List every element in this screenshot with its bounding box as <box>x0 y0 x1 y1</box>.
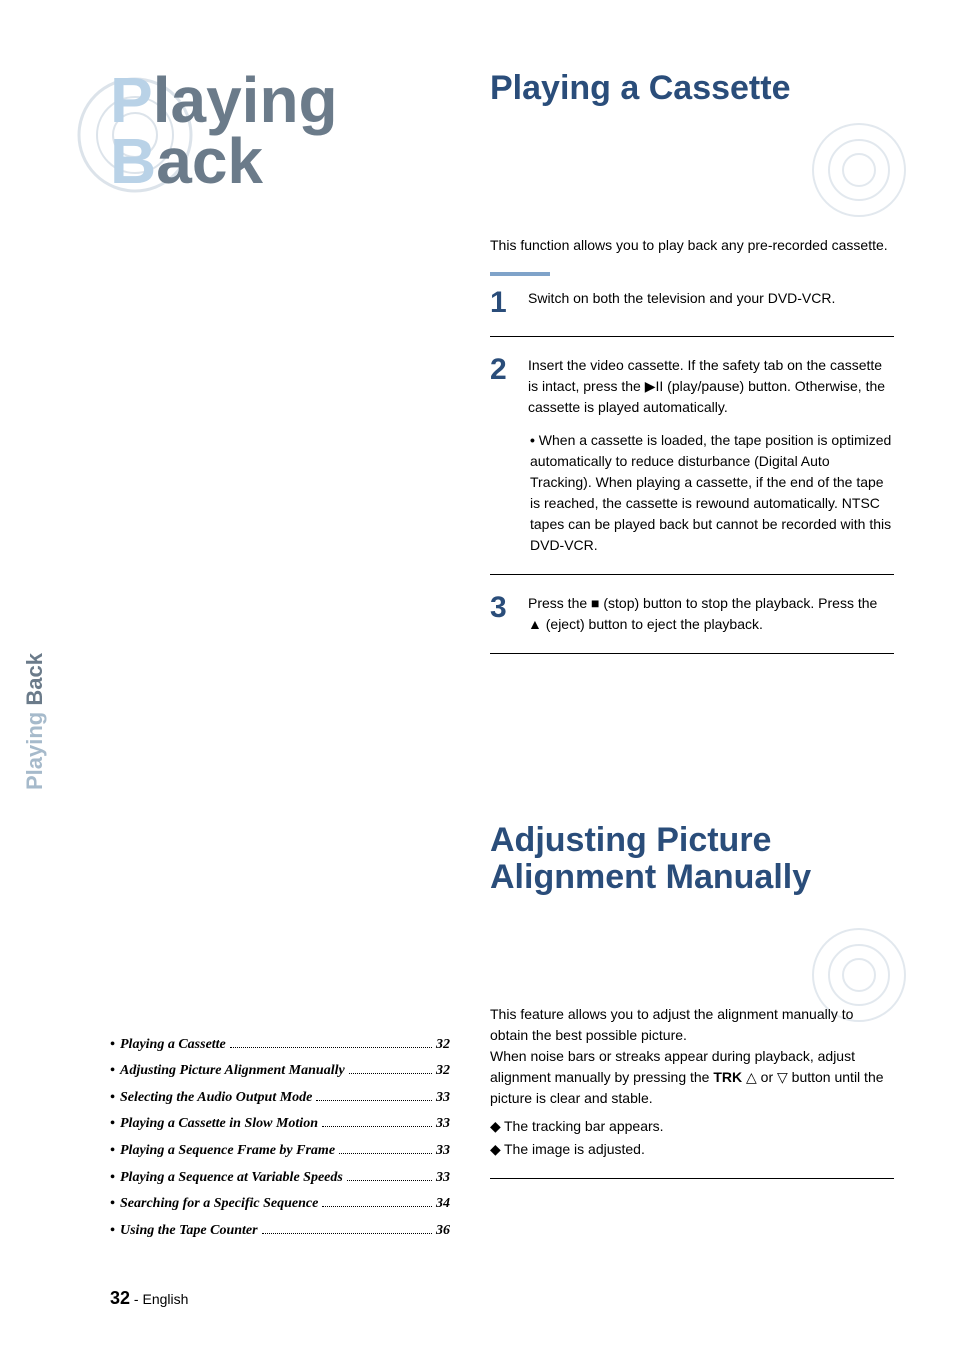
section1-title: Playing a Cassette <box>490 70 894 107</box>
step-num: 2 <box>490 355 516 556</box>
chapter-line2-rest: ack <box>156 125 263 197</box>
toc-bullet: • <box>110 1218 120 1245</box>
bullet-item: ◆The tracking bar appears. <box>490 1115 894 1137</box>
chapter-line2-first: B <box>110 125 156 197</box>
section2-title: Adjusting Picture Alignment Manually <box>490 822 894 897</box>
toc-dots <box>322 1126 432 1127</box>
toc-bullet: • <box>110 1111 120 1138</box>
step-num: 1 <box>490 288 516 318</box>
section2-title-line1: Adjusting Picture <box>490 821 771 859</box>
toc-dots <box>349 1073 432 1074</box>
toc-bullet: • <box>110 1032 120 1059</box>
accent-rule <box>490 272 550 276</box>
step-text: Switch on both the television and your D… <box>528 288 835 318</box>
toc-row: • Playing a Cassette in Slow Motion 33 <box>110 1111 450 1138</box>
section2-bullets: ◆The tracking bar appears. ◆The image is… <box>490 1115 894 1160</box>
toc-dots <box>339 1153 432 1154</box>
bullet-text: The image is adjusted. <box>504 1141 645 1157</box>
toc-page: 34 <box>436 1191 450 1218</box>
step-sub: • When a cassette is loaded, the tape po… <box>528 430 894 556</box>
section2-intro: This feature allows you to adjust the al… <box>490 1004 894 1109</box>
toc-page: 33 <box>436 1138 450 1165</box>
toc-row: • Searching for a Specific Sequence 34 <box>110 1191 450 1218</box>
toc-dots <box>347 1180 432 1181</box>
toc-page: 33 <box>436 1111 450 1138</box>
toc-dots <box>230 1047 432 1048</box>
toc-page: 36 <box>436 1218 450 1245</box>
toc-bullet: • <box>110 1058 120 1085</box>
divider-rule <box>490 1178 894 1179</box>
toc-row: • Playing a Cassette 32 <box>110 1032 450 1059</box>
toc-label: Playing a Sequence at Variable Speeds <box>120 1165 343 1192</box>
divider-rule <box>490 574 894 575</box>
toc-dots <box>316 1100 432 1101</box>
section2-intro-line1: This feature allows you to adjust the al… <box>490 1006 853 1043</box>
toc: • Playing a Cassette 32 • Adjusting Pict… <box>110 1032 450 1245</box>
toc-page: 33 <box>436 1085 450 1112</box>
section2-title-line2: Alignment Manually <box>490 858 811 896</box>
step: 1 Switch on both the television and your… <box>490 288 894 318</box>
toc-page: 32 <box>436 1058 450 1085</box>
toc-bullet: • <box>110 1165 120 1192</box>
step-text: Insert the video cassette. If the safety… <box>528 355 894 418</box>
toc-label: Playing a Cassette <box>120 1032 226 1059</box>
toc-label: Playing a Cassette in Slow Motion <box>120 1111 318 1138</box>
diamond-bullet-icon: ◆ <box>490 1138 504 1160</box>
bullet-text: The tracking bar appears. <box>504 1118 664 1134</box>
step: 3 Press the ■ (stop) button to stop the … <box>490 593 894 635</box>
section1-intro: This function allows you to play back an… <box>490 235 894 255</box>
toc-label: Selecting the Audio Output Mode <box>120 1085 312 1112</box>
toc-page: 32 <box>436 1032 450 1059</box>
toc-page: 33 <box>436 1165 450 1192</box>
section2-trk: TRK <box>713 1069 742 1085</box>
toc-row: • Playing a Sequence at Variable Speeds … <box>110 1165 450 1192</box>
page-number: 32 - English <box>110 1288 188 1309</box>
dot-bullet-icon: • <box>530 432 539 448</box>
toc-bullet: • <box>110 1138 120 1165</box>
toc-label: Searching for a Specific Sequence <box>120 1191 318 1218</box>
toc-label: Using the Tape Counter <box>120 1218 258 1245</box>
step-text: Press the ■ (stop) button to stop the pl… <box>528 593 894 635</box>
divider-rule <box>490 336 894 337</box>
toc-dots <box>262 1233 432 1234</box>
page-num-sep: - <box>130 1291 142 1307</box>
toc-row: • Adjusting Picture Alignment Manually 3… <box>110 1058 450 1085</box>
toc-label: Adjusting Picture Alignment Manually <box>120 1058 345 1085</box>
toc-bullet: • <box>110 1191 120 1218</box>
toc-label: Playing a Sequence Frame by Frame <box>120 1138 335 1165</box>
page-num-value: 32 <box>110 1288 130 1308</box>
step-sub-text: When a cassette is loaded, the tape posi… <box>530 432 891 553</box>
page-num-lang: English <box>142 1291 188 1307</box>
step: 2 Insert the video cassette. If the safe… <box>490 355 894 556</box>
diamond-bullet-icon: ◆ <box>490 1115 504 1137</box>
toc-row: • Using the Tape Counter 36 <box>110 1218 450 1245</box>
toc-bullet: • <box>110 1085 120 1112</box>
bullet-item: ◆The image is adjusted. <box>490 1138 894 1160</box>
chapter-title: Playing Back <box>110 70 450 192</box>
step-num: 3 <box>490 593 516 635</box>
toc-dots <box>322 1206 432 1207</box>
toc-row: • Selecting the Audio Output Mode 33 <box>110 1085 450 1112</box>
divider-rule <box>490 653 894 654</box>
toc-row: • Playing a Sequence Frame by Frame 33 <box>110 1138 450 1165</box>
